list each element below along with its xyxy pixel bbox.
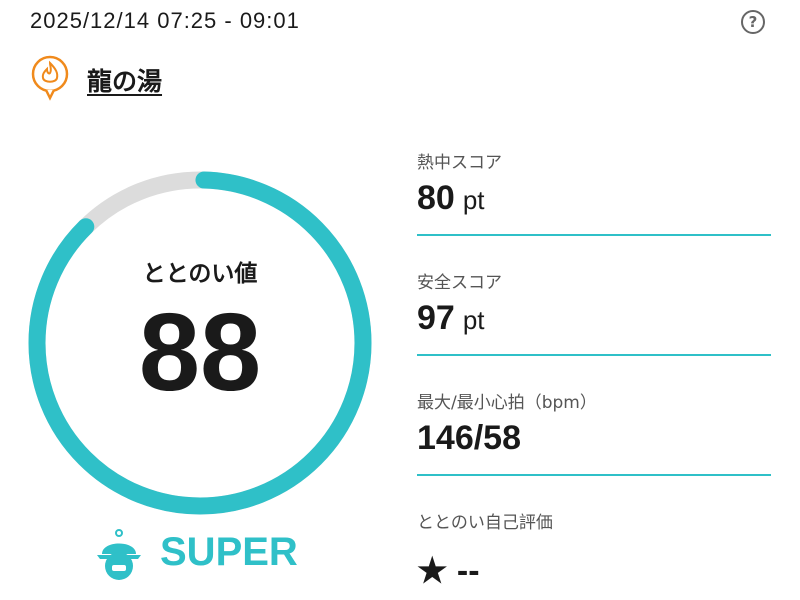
bell-helmet-icon	[97, 529, 141, 580]
stat-unit: pt	[462, 185, 485, 215]
stat-unit: pt	[462, 305, 485, 335]
stat-value: 97	[417, 299, 455, 337]
rank-label: SUPER	[160, 530, 298, 574]
stat-label: 安全スコア	[417, 273, 502, 293]
stat-heart-rate: 最大/最小心拍（bpm） 146/58	[417, 388, 771, 476]
totonoi-value: 88	[138, 291, 262, 414]
totonoi-ring	[28, 171, 372, 515]
stat-label: ととのい自己評価	[417, 513, 553, 533]
stat-label: 熱中スコア	[417, 153, 502, 173]
self-rating-value: ★ --	[417, 552, 480, 590]
help-icon[interactable]: ?	[741, 10, 765, 34]
session-datetime: 2025/12/14 07:25 - 09:01	[30, 8, 300, 33]
stat-safety-score: 安全スコア 97 pt	[417, 268, 771, 356]
facility-name-link[interactable]: 龍の湯	[87, 67, 163, 96]
sauna-flame-pin-icon	[31, 55, 69, 101]
totonoi-label: ととのい値	[142, 261, 258, 287]
stat-value: 80	[417, 179, 455, 217]
stat-value: 146/58	[417, 419, 521, 457]
ring-progress	[28, 171, 372, 515]
stat-heat-score: 熱中スコア 80 pt	[417, 148, 771, 236]
stat-self-rating[interactable]: ととのい自己評価 ★ --	[417, 508, 771, 594]
stat-label: 最大/最小心拍（bpm）	[417, 393, 597, 413]
